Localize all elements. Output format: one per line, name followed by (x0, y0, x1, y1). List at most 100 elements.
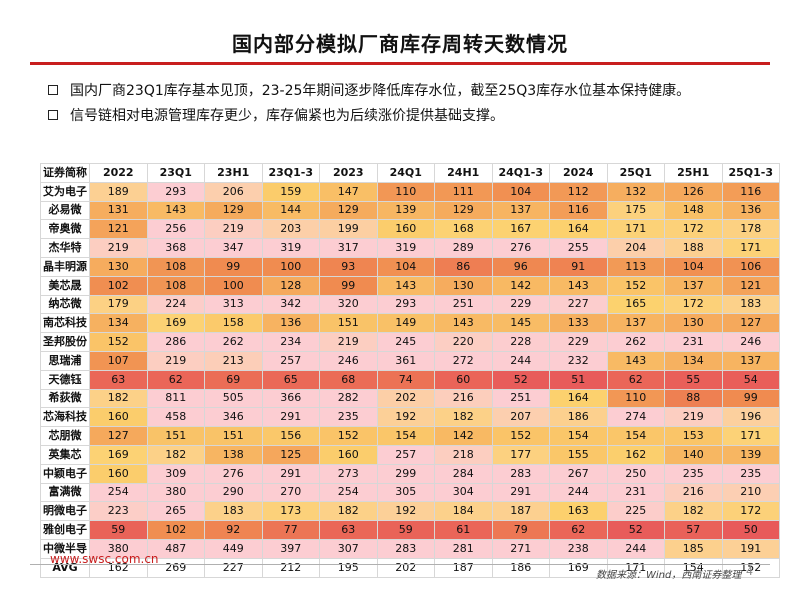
value-cell: 99 (721, 388, 780, 409)
value-cell: 169 (549, 557, 608, 578)
value-cell: 62 (606, 369, 665, 390)
value-cell: 182 (146, 444, 205, 465)
value-cell: 102 (146, 520, 205, 540)
value-cell: 74 (376, 369, 435, 390)
value-cell: 347 (204, 238, 263, 258)
value-cell: 143 (146, 200, 205, 221)
value-cell: 104 (664, 256, 723, 277)
value-cell: 51 (549, 369, 608, 390)
value-cell: 246 (721, 332, 780, 352)
value-cell: 162 (606, 444, 665, 465)
value-cell: 154 (606, 426, 665, 446)
value-cell: 811 (146, 388, 205, 409)
table-row: 杰华特 219 368 347 319 317 319 289 276 255 204 188 171 (40, 238, 780, 258)
value-cell: 293 (146, 181, 205, 202)
value-cell: 227 (204, 557, 263, 578)
value-cell: 125 (261, 444, 320, 465)
header-cell-period: 23H1 (204, 163, 263, 183)
value-cell: 134 (664, 350, 723, 371)
value-cell: 251 (434, 294, 493, 315)
value-cell: 299 (376, 463, 435, 484)
value-cell: 152 (721, 557, 780, 578)
value-cell: 397 (261, 538, 320, 559)
value-cell: 257 (261, 350, 320, 371)
table-row: 芯朋微 127 151 151 156 152 154 142 152 154 154 153 171 (40, 426, 780, 446)
value-cell: 168 (434, 219, 493, 240)
value-cell: 60 (434, 369, 493, 390)
header-cell-period: 25Q1-3 (721, 163, 780, 183)
footer-divider (30, 564, 770, 565)
value-cell: 272 (434, 350, 493, 371)
value-cell: 100 (261, 256, 320, 277)
value-cell: 265 (146, 501, 205, 522)
value-cell: 137 (606, 313, 665, 334)
value-cell: 284 (434, 463, 493, 484)
header-cell-period: 24H1 (434, 163, 493, 183)
value-cell: 59 (376, 520, 435, 540)
value-cell: 229 (549, 332, 608, 352)
value-cell: 250 (606, 463, 665, 484)
value-cell: 128 (261, 275, 320, 296)
value-cell: 142 (434, 426, 493, 446)
table-row: 必易微 131 143 129 144 129 139 129 137 116 175 148 136 (40, 200, 780, 221)
value-cell: 102 (89, 275, 148, 296)
value-cell: 178 (721, 219, 780, 240)
value-cell: 245 (376, 332, 435, 352)
company-name-cell: AVG (40, 557, 90, 578)
value-cell: 169 (89, 444, 148, 465)
value-cell: 145 (491, 313, 550, 334)
table-row: 富满微 254 380 290 270 254 305 304 291 244 231 216 210 (40, 482, 780, 503)
value-cell: 54 (721, 369, 780, 390)
table-row: 晶丰明源 130 108 99 100 93 104 86 96 91 113 104 106 (40, 256, 780, 277)
company-name-cell: 中微半导 (40, 538, 90, 559)
value-cell: 196 (721, 407, 780, 428)
value-cell: 282 (319, 388, 378, 409)
value-cell: 92 (204, 520, 263, 540)
value-cell: 77 (261, 520, 320, 540)
value-cell: 276 (491, 238, 550, 258)
value-cell: 162 (89, 557, 148, 578)
value-cell: 231 (606, 482, 665, 503)
value-cell: 192 (376, 501, 435, 522)
value-cell: 88 (664, 388, 723, 409)
website-url[interactable]: www.swsc.com.cn (50, 552, 159, 566)
value-cell: 313 (204, 294, 263, 315)
value-cell: 160 (89, 463, 148, 484)
value-cell: 305 (376, 482, 435, 503)
company-name-cell: 希荻微 (40, 388, 90, 409)
value-cell: 317 (319, 238, 378, 258)
value-cell: 505 (204, 388, 263, 409)
value-cell: 225 (606, 501, 665, 522)
value-cell: 290 (204, 482, 263, 503)
value-cell: 186 (491, 557, 550, 578)
value-cell: 183 (721, 294, 780, 315)
value-cell: 307 (319, 538, 378, 559)
value-cell: 487 (146, 538, 205, 559)
value-cell: 104 (491, 181, 550, 202)
value-cell: 165 (606, 294, 665, 315)
value-cell: 164 (549, 388, 608, 409)
value-cell: 177 (491, 444, 550, 465)
value-cell: 152 (319, 426, 378, 446)
value-cell: 319 (376, 238, 435, 258)
value-cell: 228 (491, 332, 550, 352)
value-cell: 270 (261, 482, 320, 503)
value-cell: 160 (376, 219, 435, 240)
table-row: 纳芯微 179 224 313 342 320 293 251 229 227 165 172 183 (40, 294, 780, 315)
value-cell: 151 (319, 313, 378, 334)
value-cell: 304 (434, 482, 493, 503)
value-cell: 79 (491, 520, 550, 540)
value-cell: 262 (204, 332, 263, 352)
header-cell-period: 2023 (319, 163, 378, 183)
value-cell: 152 (491, 426, 550, 446)
value-cell: 153 (664, 426, 723, 446)
value-cell: 68 (319, 369, 378, 390)
table-row: 中颖电子 160 309 276 291 273 299 284 283 267 250 235 235 (40, 463, 780, 484)
value-cell: 132 (606, 181, 665, 202)
value-cell: 291 (261, 463, 320, 484)
value-cell: 137 (664, 275, 723, 296)
bullet-list: 国内厂商23Q1库存基本见顶，23-25年期间逐步降低库存水位，截至25Q3库存… (48, 77, 768, 127)
header-cell-period: 23Q1-3 (261, 163, 320, 183)
value-cell: 191 (721, 538, 780, 559)
value-cell: 140 (664, 444, 723, 465)
